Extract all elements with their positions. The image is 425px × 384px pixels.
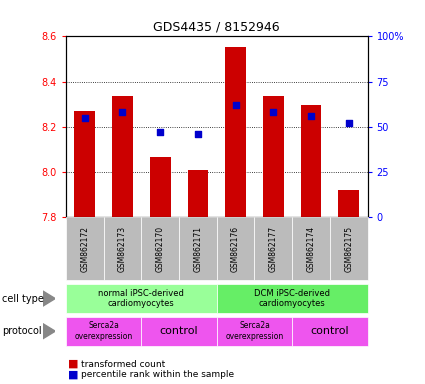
Bar	[225, 46, 246, 217]
Text: ■: ■	[68, 359, 79, 369]
Polygon shape	[42, 323, 55, 339]
Text: GSM862170: GSM862170	[156, 225, 164, 272]
Text: Serca2a
overexpression: Serca2a overexpression	[74, 321, 133, 341]
Text: transformed count: transformed count	[81, 359, 165, 369]
Bar	[74, 111, 95, 217]
Text: GSM862177: GSM862177	[269, 225, 278, 272]
Bar	[338, 190, 359, 217]
Text: GSM862174: GSM862174	[306, 225, 315, 272]
Text: GSM862172: GSM862172	[80, 226, 89, 271]
Text: Serca2a
overexpression: Serca2a overexpression	[225, 321, 283, 341]
Point	[346, 120, 352, 126]
Point	[308, 113, 314, 119]
Text: control: control	[311, 326, 349, 336]
Bar	[263, 96, 284, 217]
Text: percentile rank within the sample: percentile rank within the sample	[81, 370, 234, 379]
Text: GSM862173: GSM862173	[118, 225, 127, 272]
Point	[119, 109, 126, 115]
Text: normal iPSC-derived
cardiomyocytes: normal iPSC-derived cardiomyocytes	[98, 289, 184, 308]
Point	[157, 129, 164, 135]
Text: DCM iPSC-derived
cardiomyocytes: DCM iPSC-derived cardiomyocytes	[254, 289, 330, 308]
Bar	[300, 105, 321, 217]
Polygon shape	[42, 291, 55, 306]
Bar	[112, 96, 133, 217]
Text: ■: ■	[68, 369, 79, 379]
Point	[270, 109, 277, 115]
Point	[81, 115, 88, 121]
Title: GDS4435 / 8152946: GDS4435 / 8152946	[153, 21, 280, 34]
Text: control: control	[160, 326, 198, 336]
Text: GSM862176: GSM862176	[231, 225, 240, 272]
Text: GSM862171: GSM862171	[193, 226, 202, 271]
Bar	[187, 170, 208, 217]
Point	[195, 131, 201, 137]
Text: protocol: protocol	[2, 326, 42, 336]
Text: cell type: cell type	[2, 293, 44, 304]
Bar	[150, 157, 170, 217]
Point	[232, 102, 239, 108]
Text: GSM862175: GSM862175	[344, 225, 353, 272]
